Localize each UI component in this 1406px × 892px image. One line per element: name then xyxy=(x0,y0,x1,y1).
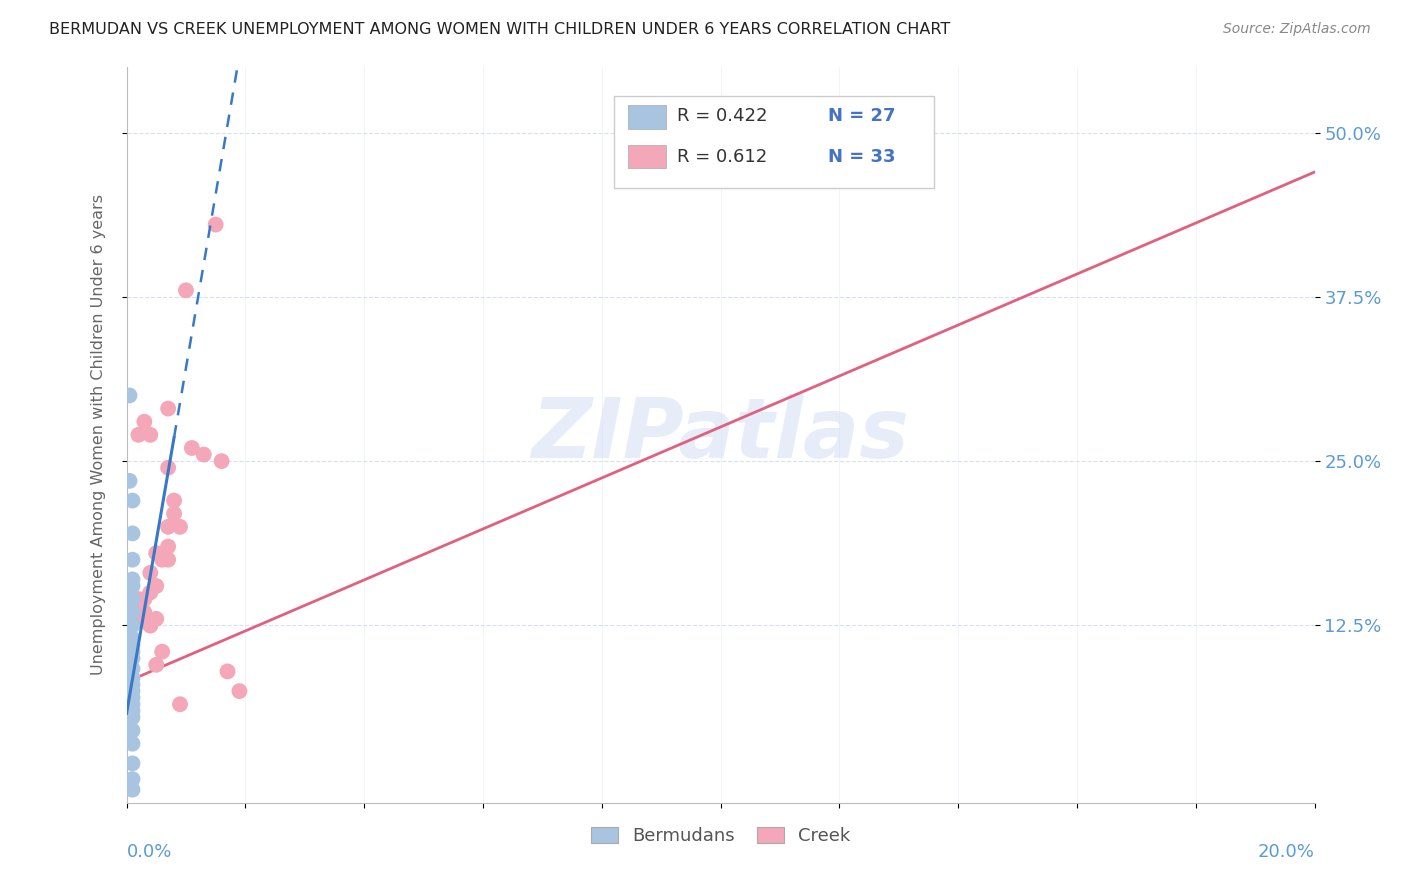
Point xyxy=(121,632,143,646)
Point xyxy=(169,520,191,534)
FancyBboxPatch shape xyxy=(628,145,666,169)
Point xyxy=(163,493,186,508)
Point xyxy=(211,454,233,468)
Point xyxy=(134,605,156,619)
Point xyxy=(127,427,149,442)
Point xyxy=(121,552,143,566)
Point xyxy=(121,723,143,738)
Point xyxy=(180,441,202,455)
Point xyxy=(193,448,215,462)
Point xyxy=(134,415,156,429)
Point xyxy=(127,612,149,626)
Point xyxy=(121,671,143,685)
Point xyxy=(121,618,143,632)
Point xyxy=(139,585,162,599)
Point xyxy=(121,690,143,705)
Point xyxy=(121,592,143,607)
Point xyxy=(121,684,143,698)
Point xyxy=(121,493,143,508)
Point xyxy=(121,605,143,619)
Point xyxy=(121,737,143,751)
Point xyxy=(121,526,143,541)
Point xyxy=(121,662,143,676)
Point xyxy=(118,388,141,402)
Point xyxy=(139,427,162,442)
Point xyxy=(150,552,173,566)
Point xyxy=(139,618,162,632)
Point xyxy=(121,782,143,797)
Point xyxy=(121,579,143,593)
Point xyxy=(217,665,239,679)
Point xyxy=(134,592,156,607)
Point xyxy=(118,474,141,488)
Point xyxy=(139,618,162,632)
Point xyxy=(121,698,143,712)
Point xyxy=(121,756,143,771)
Legend: Bermudans, Creek: Bermudans, Creek xyxy=(583,820,858,853)
Text: 20.0%: 20.0% xyxy=(1258,843,1315,862)
Point xyxy=(121,638,143,652)
Point xyxy=(121,645,143,659)
Point xyxy=(157,401,180,416)
Point xyxy=(150,645,173,659)
Point xyxy=(139,566,162,580)
Point xyxy=(121,704,143,718)
Point xyxy=(228,684,250,698)
Point xyxy=(204,218,226,232)
Point xyxy=(121,573,143,587)
Point xyxy=(145,612,167,626)
Text: 0.0%: 0.0% xyxy=(127,843,172,862)
Text: Source: ZipAtlas.com: Source: ZipAtlas.com xyxy=(1223,22,1371,37)
Point xyxy=(157,540,180,554)
Point xyxy=(163,507,186,521)
Text: BERMUDAN VS CREEK UNEMPLOYMENT AMONG WOMEN WITH CHILDREN UNDER 6 YEARS CORRELATI: BERMUDAN VS CREEK UNEMPLOYMENT AMONG WOM… xyxy=(49,22,950,37)
FancyBboxPatch shape xyxy=(628,105,666,128)
Point xyxy=(169,698,191,712)
Point xyxy=(121,772,143,786)
Text: N = 27: N = 27 xyxy=(828,107,896,125)
Point xyxy=(121,710,143,724)
Point xyxy=(157,520,180,534)
Point xyxy=(127,592,149,607)
Point xyxy=(145,579,167,593)
Point xyxy=(145,657,167,672)
Point xyxy=(121,651,143,665)
Point xyxy=(157,552,180,566)
Y-axis label: Unemployment Among Women with Children Under 6 years: Unemployment Among Women with Children U… xyxy=(91,194,105,675)
Point xyxy=(145,546,167,560)
Text: R = 0.422: R = 0.422 xyxy=(676,107,768,125)
Point xyxy=(121,677,143,691)
Text: ZIPatlas: ZIPatlas xyxy=(531,394,910,475)
Point xyxy=(174,283,197,297)
FancyBboxPatch shape xyxy=(613,96,935,188)
Text: N = 33: N = 33 xyxy=(828,148,896,166)
Text: R = 0.612: R = 0.612 xyxy=(676,148,766,166)
Point xyxy=(157,460,180,475)
